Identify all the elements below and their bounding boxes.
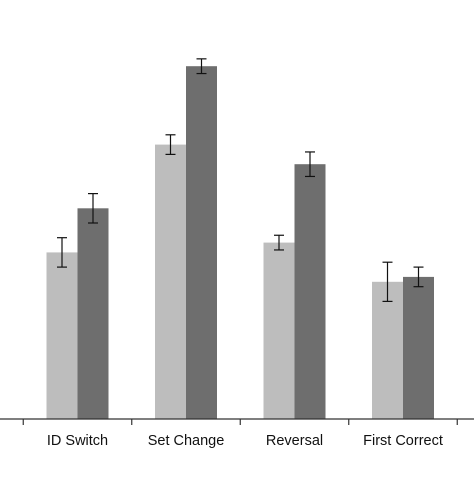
error-bar: [305, 151, 315, 178]
error-bar: [382, 261, 393, 302]
bar-series-2-first-correct: [403, 276, 434, 419]
error-bar: [57, 237, 67, 268]
error-bar: [196, 58, 207, 75]
bar-series-1-first-correct: [372, 281, 403, 419]
error-bars-layer: [57, 58, 424, 302]
x-tick-label: ID Switch: [47, 433, 108, 449]
bar-series-1-reversal: [263, 242, 295, 419]
x-tick-label: Reversal: [266, 433, 323, 449]
bar-series-2-reversal: [294, 164, 326, 419]
x-tick-label: First Correct: [363, 433, 443, 449]
bars-layer: [46, 66, 434, 419]
bar-series-1-id-switch: [46, 252, 78, 419]
bar-series-1-set-change: [155, 144, 186, 419]
bar-series-2-id-switch: [77, 208, 109, 419]
error-bar: [274, 234, 284, 251]
error-bar: [413, 266, 424, 288]
error-bar: [88, 193, 98, 224]
x-ticks-layer: [22, 419, 458, 425]
error-bar: [165, 134, 176, 155]
bar-series-2-set-change: [186, 66, 217, 419]
x-tick-label: Set Change: [148, 433, 225, 449]
